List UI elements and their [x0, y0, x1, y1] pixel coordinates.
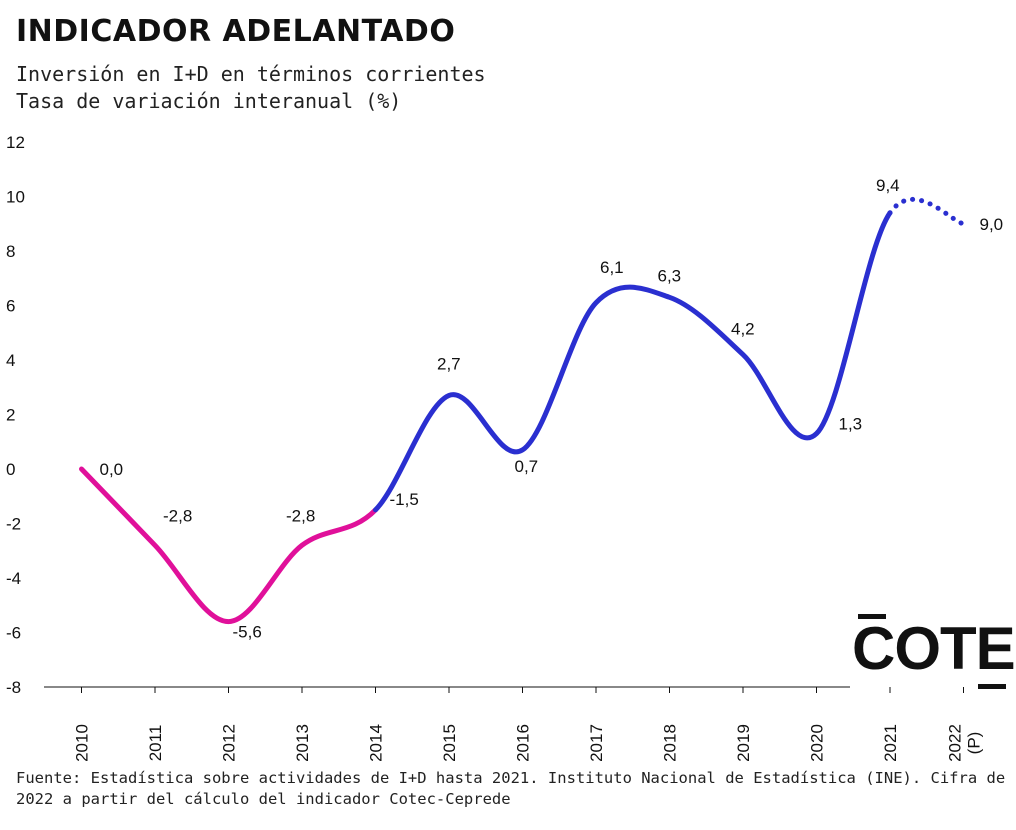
x-tick-label: 2021: [881, 724, 900, 762]
data-label: 9,4: [876, 176, 900, 195]
logo-bottom-bar: [978, 684, 1006, 689]
series-line-segment-3: [887, 196, 966, 227]
y-tick-label: 8: [6, 242, 15, 261]
y-tick-label: -6: [6, 624, 21, 643]
y-tick-label: -8: [6, 678, 21, 697]
data-label: 0,7: [515, 457, 539, 476]
data-label: -5,6: [233, 623, 262, 642]
data-label: 4,2: [731, 320, 755, 339]
x-tick-label: 2010: [73, 724, 92, 762]
x-tick-label: 2018: [661, 724, 680, 762]
x-tick-label: 2019: [734, 724, 753, 762]
x-tick-label: 2013: [293, 724, 312, 762]
logo-top-bar: [858, 614, 886, 619]
x-tick-label: 2011: [146, 725, 165, 762]
x-tick-label: 2017: [587, 724, 606, 762]
chart-subtitle-line1: Inversión en I+D en términos corrientes: [16, 62, 486, 86]
y-tick-label: 12: [6, 133, 25, 152]
x-tick-label: 2012: [220, 724, 239, 762]
y-tick-label: 0: [6, 460, 15, 479]
line-chart: 12 10 8 6 4 2 0 -2 -4 -6 -8 2010 2011 2012 2013 2014 201…: [6, 133, 1004, 762]
x-tick-label: 2020: [808, 724, 827, 762]
chart-subtitle-line2: Tasa de variación interanual (%): [16, 89, 402, 113]
y-tick-label: -2: [6, 515, 21, 534]
data-label: 1,3: [839, 415, 863, 434]
data-label: -2,8: [286, 506, 315, 525]
data-label: 2,7: [437, 354, 461, 373]
data-label: 9,0: [980, 215, 1004, 234]
data-label: 6,1: [600, 258, 624, 277]
x-tick-label: 2022(P): [946, 724, 984, 762]
data-label: 6,3: [658, 266, 682, 285]
y-tick-label: 10: [6, 188, 25, 207]
source-note: Fuente: Estadística sobre actividades de…: [16, 769, 1006, 808]
chart-title: INDICADOR ADELANTADO: [16, 14, 456, 49]
series-line-segment-1: [79, 466, 378, 625]
y-tick-label: 4: [6, 351, 15, 370]
data-label: -1,5: [390, 490, 419, 509]
x-tick-label: 2016: [514, 724, 533, 762]
cotec-logo: COTEC: [852, 615, 1016, 682]
y-tick-label: -4: [6, 569, 21, 588]
y-tick-label: 6: [6, 297, 15, 316]
x-tick-label: 2015: [440, 724, 459, 762]
x-tick-label: 2014: [367, 724, 386, 762]
series-line-segment-2: [373, 210, 893, 513]
y-tick-label: 2: [6, 406, 15, 425]
data-label: -2,8: [163, 506, 192, 525]
data-label: 0,0: [100, 460, 124, 479]
